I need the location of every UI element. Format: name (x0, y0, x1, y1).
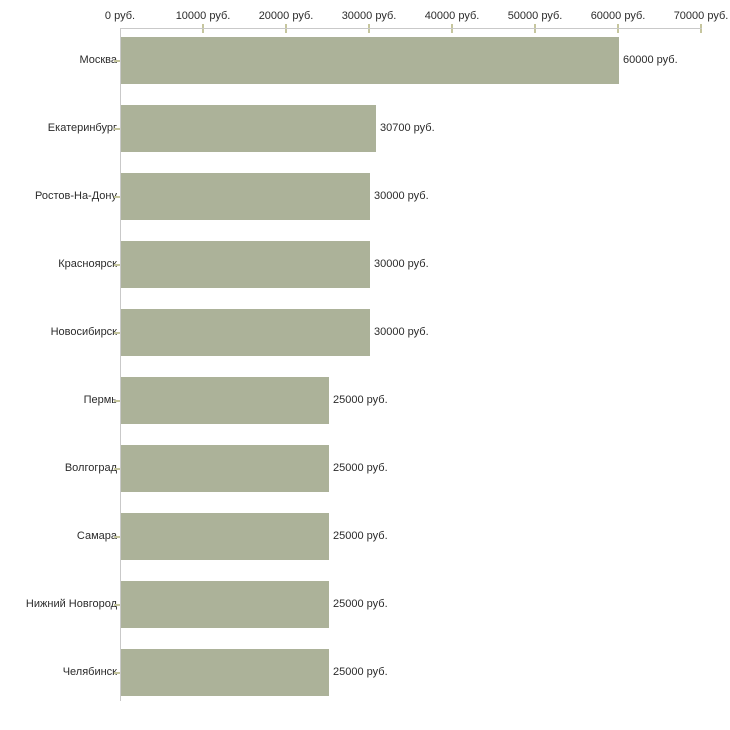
bar (121, 513, 329, 560)
value-label: 25000 руб. (333, 530, 388, 542)
value-label: 25000 руб. (333, 666, 388, 678)
bar (121, 105, 376, 152)
bar (121, 581, 329, 628)
y-axis-tick-mark (114, 127, 120, 130)
bar (121, 241, 370, 288)
category-label: Красноярск (58, 258, 117, 270)
value-label: 30000 руб. (374, 326, 429, 338)
value-label: 30000 руб. (374, 190, 429, 202)
value-label: 60000 руб. (623, 54, 678, 66)
y-axis-tick-mark (114, 263, 120, 266)
x-axis-tick-label: 70000 руб. (673, 10, 729, 22)
value-label: 25000 руб. (333, 462, 388, 474)
category-label: Новосибирск (50, 326, 117, 338)
bar (121, 649, 329, 696)
category-label: Нижний Новгород (25, 598, 117, 610)
category-label: Екатеринбург (47, 122, 117, 134)
y-axis-tick-mark (114, 603, 120, 606)
category-label: Москва (79, 54, 117, 66)
value-label: 30700 руб. (380, 122, 435, 134)
category-label: Самара (76, 530, 117, 542)
y-axis-tick-mark (114, 535, 120, 538)
x-axis-tick-label: 60000 руб. (590, 10, 646, 22)
category-label: Челябинск (62, 666, 117, 678)
x-axis-tick-label: 20000 руб. (258, 10, 314, 22)
bar (121, 309, 370, 356)
y-axis-tick-mark (114, 331, 120, 334)
y-axis-tick-mark (114, 399, 120, 402)
x-axis-line (120, 28, 702, 29)
value-label: 25000 руб. (333, 394, 388, 406)
x-axis-tick-label: 40000 руб. (424, 10, 480, 22)
category-label: Волгоград (64, 462, 117, 474)
y-axis-tick-mark (114, 195, 120, 198)
bar (121, 377, 329, 424)
x-axis-tick-label: 30000 руб. (341, 10, 397, 22)
y-axis-tick-mark (114, 671, 120, 674)
x-axis-tick-label: 0 руб. (104, 10, 136, 22)
category-label: Пермь (83, 394, 117, 406)
x-axis-tick-label: 50000 руб. (507, 10, 563, 22)
y-axis-tick-mark (114, 59, 120, 62)
value-label: 30000 руб. (374, 258, 429, 270)
value-label: 25000 руб. (333, 598, 388, 610)
category-label: Ростов-На-Дону (34, 190, 117, 202)
bar (121, 173, 370, 220)
y-axis-line (120, 28, 121, 701)
bar (121, 37, 619, 84)
bar (121, 445, 329, 492)
y-axis-tick-mark (114, 467, 120, 470)
x-axis-tick-label: 10000 руб. (175, 10, 231, 22)
